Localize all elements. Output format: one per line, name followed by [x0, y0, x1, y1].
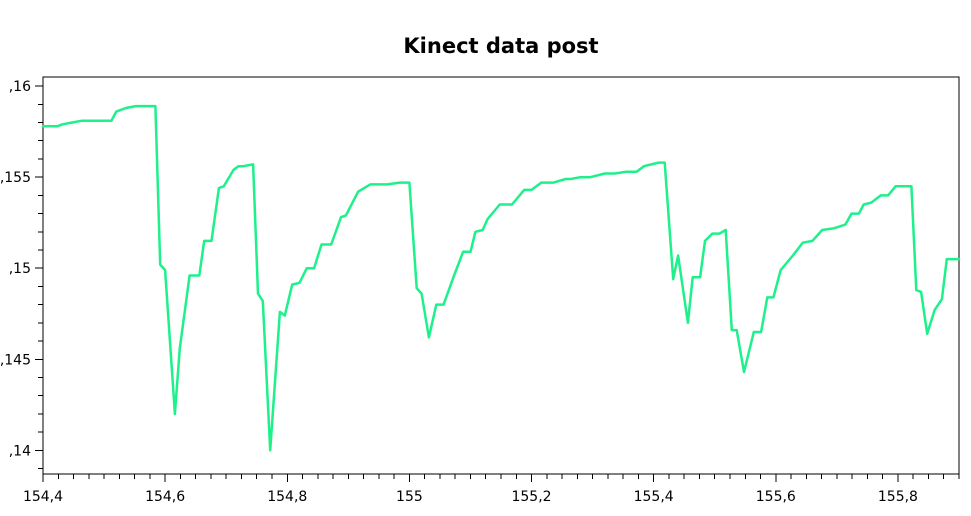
y-tick-label: ,14 — [9, 443, 31, 459]
y-tick-label: ,155 — [0, 170, 31, 186]
x-tick-label: 155,8 — [878, 489, 918, 505]
x-tick-label: 155,6 — [756, 489, 796, 505]
x-tick-label: 154,6 — [145, 489, 185, 505]
x-tick-label: 154,8 — [267, 489, 307, 505]
plot-area — [42, 76, 960, 475]
y-tick-label: ,16 — [9, 79, 31, 95]
x-axis: 154,4 154,6 154,8 155 155,2 155,4 155,6 155,8 — [23, 474, 960, 505]
series-line — [41, 104, 961, 452]
y-tick-label: ,145 — [0, 352, 31, 368]
x-tick-label: 155 — [396, 489, 423, 505]
x-tick-label: 155,4 — [634, 489, 674, 505]
x-tick-label: 154,4 — [23, 489, 63, 505]
chart-title: Kinect data post — [403, 34, 598, 58]
x-tick-label: 155,2 — [511, 489, 551, 505]
y-axis: ,16 ,155 ,15 ,145 ,14 — [0, 79, 43, 470]
y-tick-label: ,15 — [9, 261, 31, 277]
